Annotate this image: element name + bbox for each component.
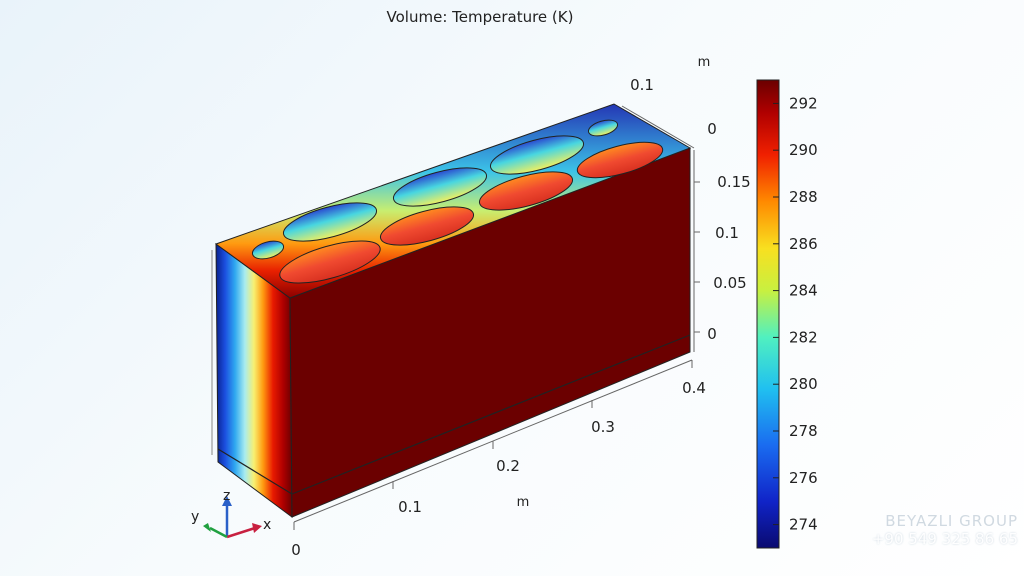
- small-cell-back-right: [587, 119, 619, 137]
- cell-front-3: [478, 171, 574, 211]
- x-tick-4: 0.4: [682, 379, 706, 397]
- cell-front-1: [279, 240, 381, 284]
- y-axis: 0.1 0: [621, 76, 717, 149]
- watermark-phone: +90 549 325 86 65: [871, 530, 1018, 548]
- color-legend-tick-label: 290: [789, 141, 818, 159]
- color-legend-tick-label: 288: [789, 188, 818, 206]
- color-legend-tick-label: 276: [789, 469, 818, 487]
- plot-title: Volume: Temperature (K): [386, 8, 574, 26]
- layer-line-front: [291, 334, 691, 495]
- layer-line-left: [217, 448, 293, 495]
- z-tick-0: 0.15: [717, 173, 750, 191]
- y-tick-1: 0: [707, 120, 717, 138]
- cell-back-1: [282, 202, 378, 242]
- cell-front-4: [576, 141, 664, 179]
- x-tick-2: 0.2: [496, 457, 520, 475]
- x-axis-unit: m: [517, 495, 530, 510]
- z-axis-unit: m: [698, 55, 711, 70]
- color-legend-tick-label: 292: [789, 94, 818, 112]
- cell-back-3: [489, 135, 585, 175]
- z-tick-1: 0.1: [715, 224, 739, 242]
- z-axis: 0.15 0.1 0.05 0 m: [693, 55, 751, 352]
- triad-z-label: z: [223, 488, 230, 504]
- cell-back-2: [392, 167, 488, 207]
- color-legend: 292 290 288 286 284 282 280 278 276 274: [756, 79, 818, 549]
- color-legend-tick-label: 284: [789, 282, 818, 300]
- z-tick-2: 0.05: [713, 274, 746, 292]
- watermark-brand: BEYAZLI GROUP: [885, 512, 1018, 530]
- watermark: BEYAZLI GROUP +90 549 325 86 65: [838, 512, 1018, 548]
- color-legend-tick-label: 282: [789, 328, 818, 346]
- cell-front-2: [379, 206, 475, 246]
- color-legend-tick-label: 278: [789, 422, 818, 440]
- y-tick-0: 0.1: [630, 76, 654, 94]
- axis-triad: z x y: [191, 488, 271, 539]
- x-tick-3: 0.3: [591, 418, 615, 436]
- x-axis: 0 0.1 0.2 0.3 0.4 m: [291, 359, 706, 559]
- triad-y-label: y: [191, 509, 199, 525]
- small-cell-back-left: [251, 240, 285, 260]
- triad-x-label: x: [263, 517, 271, 533]
- z-tick-3: 0: [707, 325, 717, 343]
- wall-block: [214, 103, 692, 519]
- triad-x-arrow: [226, 526, 256, 539]
- color-legend-tick-label: 286: [789, 235, 818, 253]
- triad-y-arrow: [209, 526, 228, 539]
- color-legend-tick-label: 280: [789, 375, 818, 393]
- x-tick-0: 0: [291, 541, 301, 559]
- color-legend-tick-label: 274: [789, 516, 818, 534]
- x-tick-1: 0.1: [398, 498, 422, 516]
